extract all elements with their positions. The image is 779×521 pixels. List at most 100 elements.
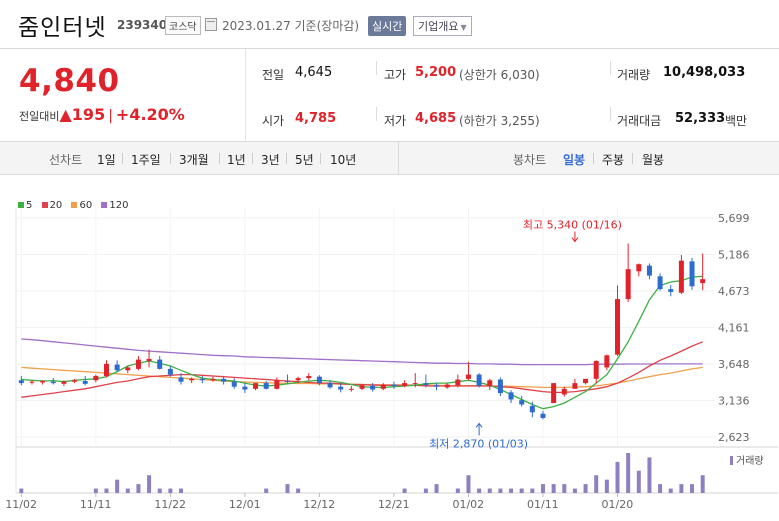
open-value: 4,785 — [295, 111, 337, 126]
y-tick-label: 5,186 — [718, 249, 750, 262]
lower-limit: (하한가 3,255) — [459, 114, 540, 128]
y-tick-label: 3,648 — [718, 358, 750, 371]
x-axis: 11/02 11/11 11/22 12/01 12/12 12/21 01/02 01/11… — [5, 493, 633, 511]
stock-code: 239340 — [117, 18, 168, 32]
candle-body — [678, 260, 684, 293]
legend-ma60: 60 — [71, 200, 92, 211]
candle-body — [40, 380, 46, 383]
candle-body — [412, 383, 418, 385]
candle-body — [689, 261, 695, 287]
candle-body — [50, 381, 56, 384]
y-tick-label: 5,699 — [718, 212, 750, 225]
candle-body — [114, 364, 120, 371]
upper-limit: (상한가 6,030) — [459, 68, 540, 82]
candle-body — [561, 388, 567, 395]
volume-bar — [423, 488, 428, 493]
volume-bar — [477, 488, 482, 493]
candles — [18, 243, 706, 420]
stock-header: 줌인터넷 239340 코스닥 2023.01.27 기준(장마감) 실시간 기… — [0, 0, 779, 50]
x-tick-label: 12/01 — [229, 498, 261, 511]
candle-body — [583, 378, 589, 384]
period-5y[interactable]: 5년 — [295, 153, 314, 167]
legend-label: 120 — [109, 200, 129, 211]
realtime-button[interactable]: 실시간 — [368, 16, 407, 36]
candle-body — [316, 376, 322, 384]
candle-body — [497, 379, 503, 394]
period-10y[interactable]: 10년 — [330, 153, 357, 167]
high-annotation: 최고 5,340 (01/16) — [523, 219, 622, 232]
volume-bar — [93, 488, 98, 493]
volume-bar — [104, 488, 109, 493]
volume-bar — [147, 475, 152, 493]
volume-value: 10,498,033 — [663, 65, 746, 80]
period-1d[interactable]: 1일 — [97, 153, 116, 167]
volume-bar — [519, 488, 524, 493]
divider — [219, 153, 220, 164]
candle-daily[interactable]: 일봉 — [563, 153, 586, 167]
candle-body — [242, 386, 248, 390]
volume-bar — [540, 484, 545, 493]
legend-swatch — [71, 202, 78, 208]
change-percent: +4.20% — [115, 105, 185, 124]
x-tick-label: 11/11 — [80, 498, 112, 511]
period-1y[interactable]: 1년 — [227, 153, 246, 167]
annotations: 최고 5,340 (01/16) 최저 2,870 (01/03) — [429, 219, 622, 451]
line-chart-label: 선차트 — [49, 153, 83, 167]
candle-body — [423, 383, 429, 386]
stock-name: 줌인터넷 — [18, 15, 107, 41]
candle-monthly[interactable]: 월봉 — [642, 153, 665, 167]
volume-bar — [402, 488, 407, 493]
candle-body — [476, 374, 482, 386]
candle-body — [636, 264, 642, 272]
prev-close-value: 4,645 — [295, 65, 333, 80]
candle-body — [434, 385, 440, 387]
volume-bar — [562, 484, 567, 493]
candle-body — [604, 355, 610, 368]
period-3m[interactable]: 3개월 — [179, 153, 209, 167]
market-badge: 코스닥 — [165, 16, 201, 35]
candle-body — [295, 378, 301, 381]
period-3y[interactable]: 3년 — [261, 153, 280, 167]
divider — [632, 153, 633, 164]
volume-bar — [509, 488, 514, 493]
low-annotation: 최저 2,870 (01/03) — [429, 437, 528, 450]
legend-ma120: 120 — [101, 200, 129, 211]
candle-body — [444, 384, 450, 388]
candle-body — [284, 380, 290, 382]
divider — [376, 61, 377, 75]
x-tick-label: 12/21 — [378, 498, 410, 511]
legend-label: 5 — [26, 200, 33, 211]
volume-bar — [690, 484, 695, 493]
candle-body — [135, 359, 141, 369]
candle-body — [253, 383, 259, 389]
divider — [610, 61, 611, 75]
y-tick-label: 4,161 — [718, 322, 750, 335]
company-info-label: 기업개요 — [418, 20, 459, 33]
current-price: 4,840 — [19, 63, 120, 99]
candle-weekly[interactable]: 주봉 — [602, 153, 625, 167]
volume-bar — [168, 488, 173, 493]
candle-body — [82, 380, 88, 384]
divider — [398, 142, 399, 175]
candle-body — [646, 265, 652, 276]
volume-bar — [551, 484, 556, 493]
candle-body — [348, 388, 354, 390]
candle-body — [615, 299, 621, 355]
candlestick-chart[interactable]: 최고 5,340 (01/16) 최저 2,870 (01/03) 5,699 5,… — [0, 175, 779, 521]
period-1w[interactable]: 1주일 — [131, 153, 161, 167]
candle-body — [529, 405, 535, 413]
ma-line-ma20 — [21, 341, 703, 398]
volume-bar — [498, 488, 503, 493]
volume-bar — [296, 488, 301, 493]
ma-legend: 5 20 60 120 — [18, 200, 135, 211]
volume-bar — [264, 488, 269, 493]
legend-label: 60 — [79, 200, 93, 211]
company-info-dropdown[interactable]: 기업개요 ▼ — [413, 16, 472, 36]
candle-body — [402, 383, 408, 386]
x-tick-label: 01/02 — [452, 498, 484, 511]
divider — [593, 153, 594, 164]
period-bar: 선차트 1일 1주일 3개월 1년 3년 5년 10년 봉차트 일봉 주봉 월봉 — [0, 142, 779, 175]
y-axis: 5,699 5,186 4,673 4,161 3,648 3,136 2,623 — [718, 212, 750, 444]
candle-body — [700, 279, 706, 284]
candle-body — [487, 380, 493, 386]
